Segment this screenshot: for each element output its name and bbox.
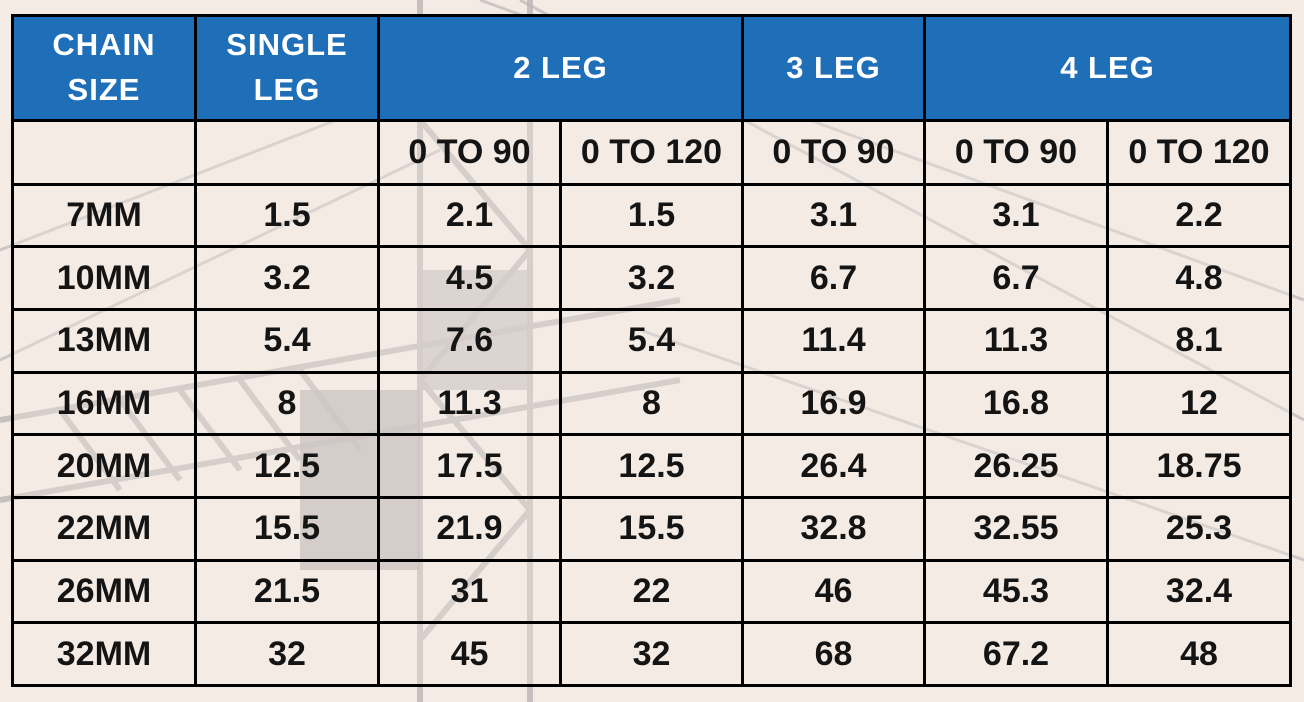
table-row: 7MM 1.5 2.1 1.5 3.1 3.1 2.2 xyxy=(11,182,1292,249)
load-value-cell: 4.8 xyxy=(1106,245,1292,312)
load-value-cell: 4.5 xyxy=(377,245,562,312)
load-value-cell: 45 xyxy=(377,621,562,687)
table-row: 22MM 15.5 21.9 15.5 32.8 32.55 25.3 xyxy=(11,495,1292,562)
load-value-cell: 2.2 xyxy=(1106,182,1292,249)
load-value-cell: 8 xyxy=(559,370,744,437)
table-row: 13MM 5.4 7.6 5.4 11.4 11.3 8.1 xyxy=(11,308,1292,374)
header-two-leg: 2 LEG xyxy=(377,14,744,122)
table-row: 26MM 21.5 31 22 46 45.3 32.4 xyxy=(11,558,1292,625)
chain-size-cell: 13MM xyxy=(11,308,197,374)
load-value-cell: 32.55 xyxy=(923,495,1109,562)
chain-size-cell: 20MM xyxy=(11,433,197,499)
load-value-cell: 22 xyxy=(559,558,744,625)
load-value-cell: 16.8 xyxy=(923,370,1109,437)
header-three-leg: 3 LEG xyxy=(741,14,926,122)
load-value-cell: 12.5 xyxy=(559,433,744,499)
subheader-cell: 0 TO 90 xyxy=(923,119,1109,186)
header-chain-size-line1: CHAIN xyxy=(52,27,156,63)
load-value-cell: 1.5 xyxy=(559,182,744,249)
load-value-cell: 68 xyxy=(741,621,926,687)
table-row: 20MM 12.5 17.5 12.5 26.4 26.25 18.75 xyxy=(11,433,1292,499)
header-chain-size: CHAIN SIZE xyxy=(11,14,197,122)
subheader-cell xyxy=(194,119,380,186)
table-row: 10MM 3.2 4.5 3.2 6.7 6.7 4.8 xyxy=(11,245,1292,312)
table-row: 16MM 8 11.3 8 16.9 16.8 12 xyxy=(11,370,1292,437)
load-value-cell: 1.5 xyxy=(194,182,380,249)
subheader-cell: 0 TO 90 xyxy=(741,119,926,186)
subheader-cell: 0 TO 90 xyxy=(377,119,562,186)
load-value-cell: 46 xyxy=(741,558,926,625)
load-value-cell: 15.5 xyxy=(194,495,380,562)
chain-size-cell: 22MM xyxy=(11,495,197,562)
header-chain-size-line2: SIZE xyxy=(67,72,141,107)
sling-load-table-container: CHAIN SIZE SINGLE LEG 2 LEG 3 LEG 4 LEG xyxy=(11,14,1292,687)
angle-subheader-row: 0 TO 90 0 TO 120 0 TO 90 0 TO 90 0 TO 12… xyxy=(11,119,1292,186)
load-value-cell: 8.1 xyxy=(1106,308,1292,374)
load-value-cell: 32.8 xyxy=(741,495,926,562)
load-value-cell: 16.9 xyxy=(741,370,926,437)
chain-size-cell: 10MM xyxy=(11,245,197,312)
load-value-cell: 15.5 xyxy=(559,495,744,562)
load-value-cell: 2.1 xyxy=(377,182,562,249)
sling-load-table: CHAIN SIZE SINGLE LEG 2 LEG 3 LEG 4 LEG xyxy=(11,14,1292,687)
load-value-cell: 3.1 xyxy=(923,182,1109,249)
load-value-cell: 32 xyxy=(194,621,380,687)
header-single-leg: SINGLE LEG xyxy=(194,14,380,122)
load-value-cell: 3.2 xyxy=(194,245,380,312)
load-value-cell: 18.75 xyxy=(1106,433,1292,499)
load-value-cell: 32.4 xyxy=(1106,558,1292,625)
load-value-cell: 5.4 xyxy=(194,308,380,374)
load-value-cell: 45.3 xyxy=(923,558,1109,625)
load-value-cell: 25.3 xyxy=(1106,495,1292,562)
load-value-cell: 7.6 xyxy=(377,308,562,374)
subheader-cell: 0 TO 120 xyxy=(559,119,744,186)
header-single-leg-line2: LEG xyxy=(253,72,321,107)
chain-size-cell: 26MM xyxy=(11,558,197,625)
load-value-cell: 12 xyxy=(1106,370,1292,437)
load-value-cell: 26.25 xyxy=(923,433,1109,499)
load-value-cell: 12.5 xyxy=(194,433,380,499)
header-single-leg-line1: SINGLE xyxy=(226,27,348,63)
load-value-cell: 31 xyxy=(377,558,562,625)
load-value-cell: 3.2 xyxy=(559,245,744,312)
load-value-cell: 32 xyxy=(559,621,744,687)
load-value-cell: 8 xyxy=(194,370,380,437)
subheader-cell xyxy=(11,119,197,186)
load-value-cell: 11.3 xyxy=(923,308,1109,374)
load-value-cell: 17.5 xyxy=(377,433,562,499)
load-value-cell: 3.1 xyxy=(741,182,926,249)
table-header-row: CHAIN SIZE SINGLE LEG 2 LEG 3 LEG 4 LEG xyxy=(11,14,1292,122)
load-value-cell: 48 xyxy=(1106,621,1292,687)
table-row: 32MM 32 45 32 68 67.2 48 xyxy=(11,621,1292,687)
load-value-cell: 6.7 xyxy=(741,245,926,312)
load-value-cell: 11.4 xyxy=(741,308,926,374)
load-value-cell: 6.7 xyxy=(923,245,1109,312)
load-value-cell: 26.4 xyxy=(741,433,926,499)
load-value-cell: 21.9 xyxy=(377,495,562,562)
chain-size-cell: 16MM xyxy=(11,370,197,437)
subheader-cell: 0 TO 120 xyxy=(1106,119,1292,186)
load-value-cell: 11.3 xyxy=(377,370,562,437)
chain-size-cell: 32MM xyxy=(11,621,197,687)
header-four-leg: 4 LEG xyxy=(923,14,1292,122)
chain-size-cell: 7MM xyxy=(11,182,197,249)
load-value-cell: 5.4 xyxy=(559,308,744,374)
load-value-cell: 67.2 xyxy=(923,621,1109,687)
load-value-cell: 21.5 xyxy=(194,558,380,625)
table-body: 0 TO 90 0 TO 120 0 TO 90 0 TO 90 0 TO 12… xyxy=(11,119,1292,687)
